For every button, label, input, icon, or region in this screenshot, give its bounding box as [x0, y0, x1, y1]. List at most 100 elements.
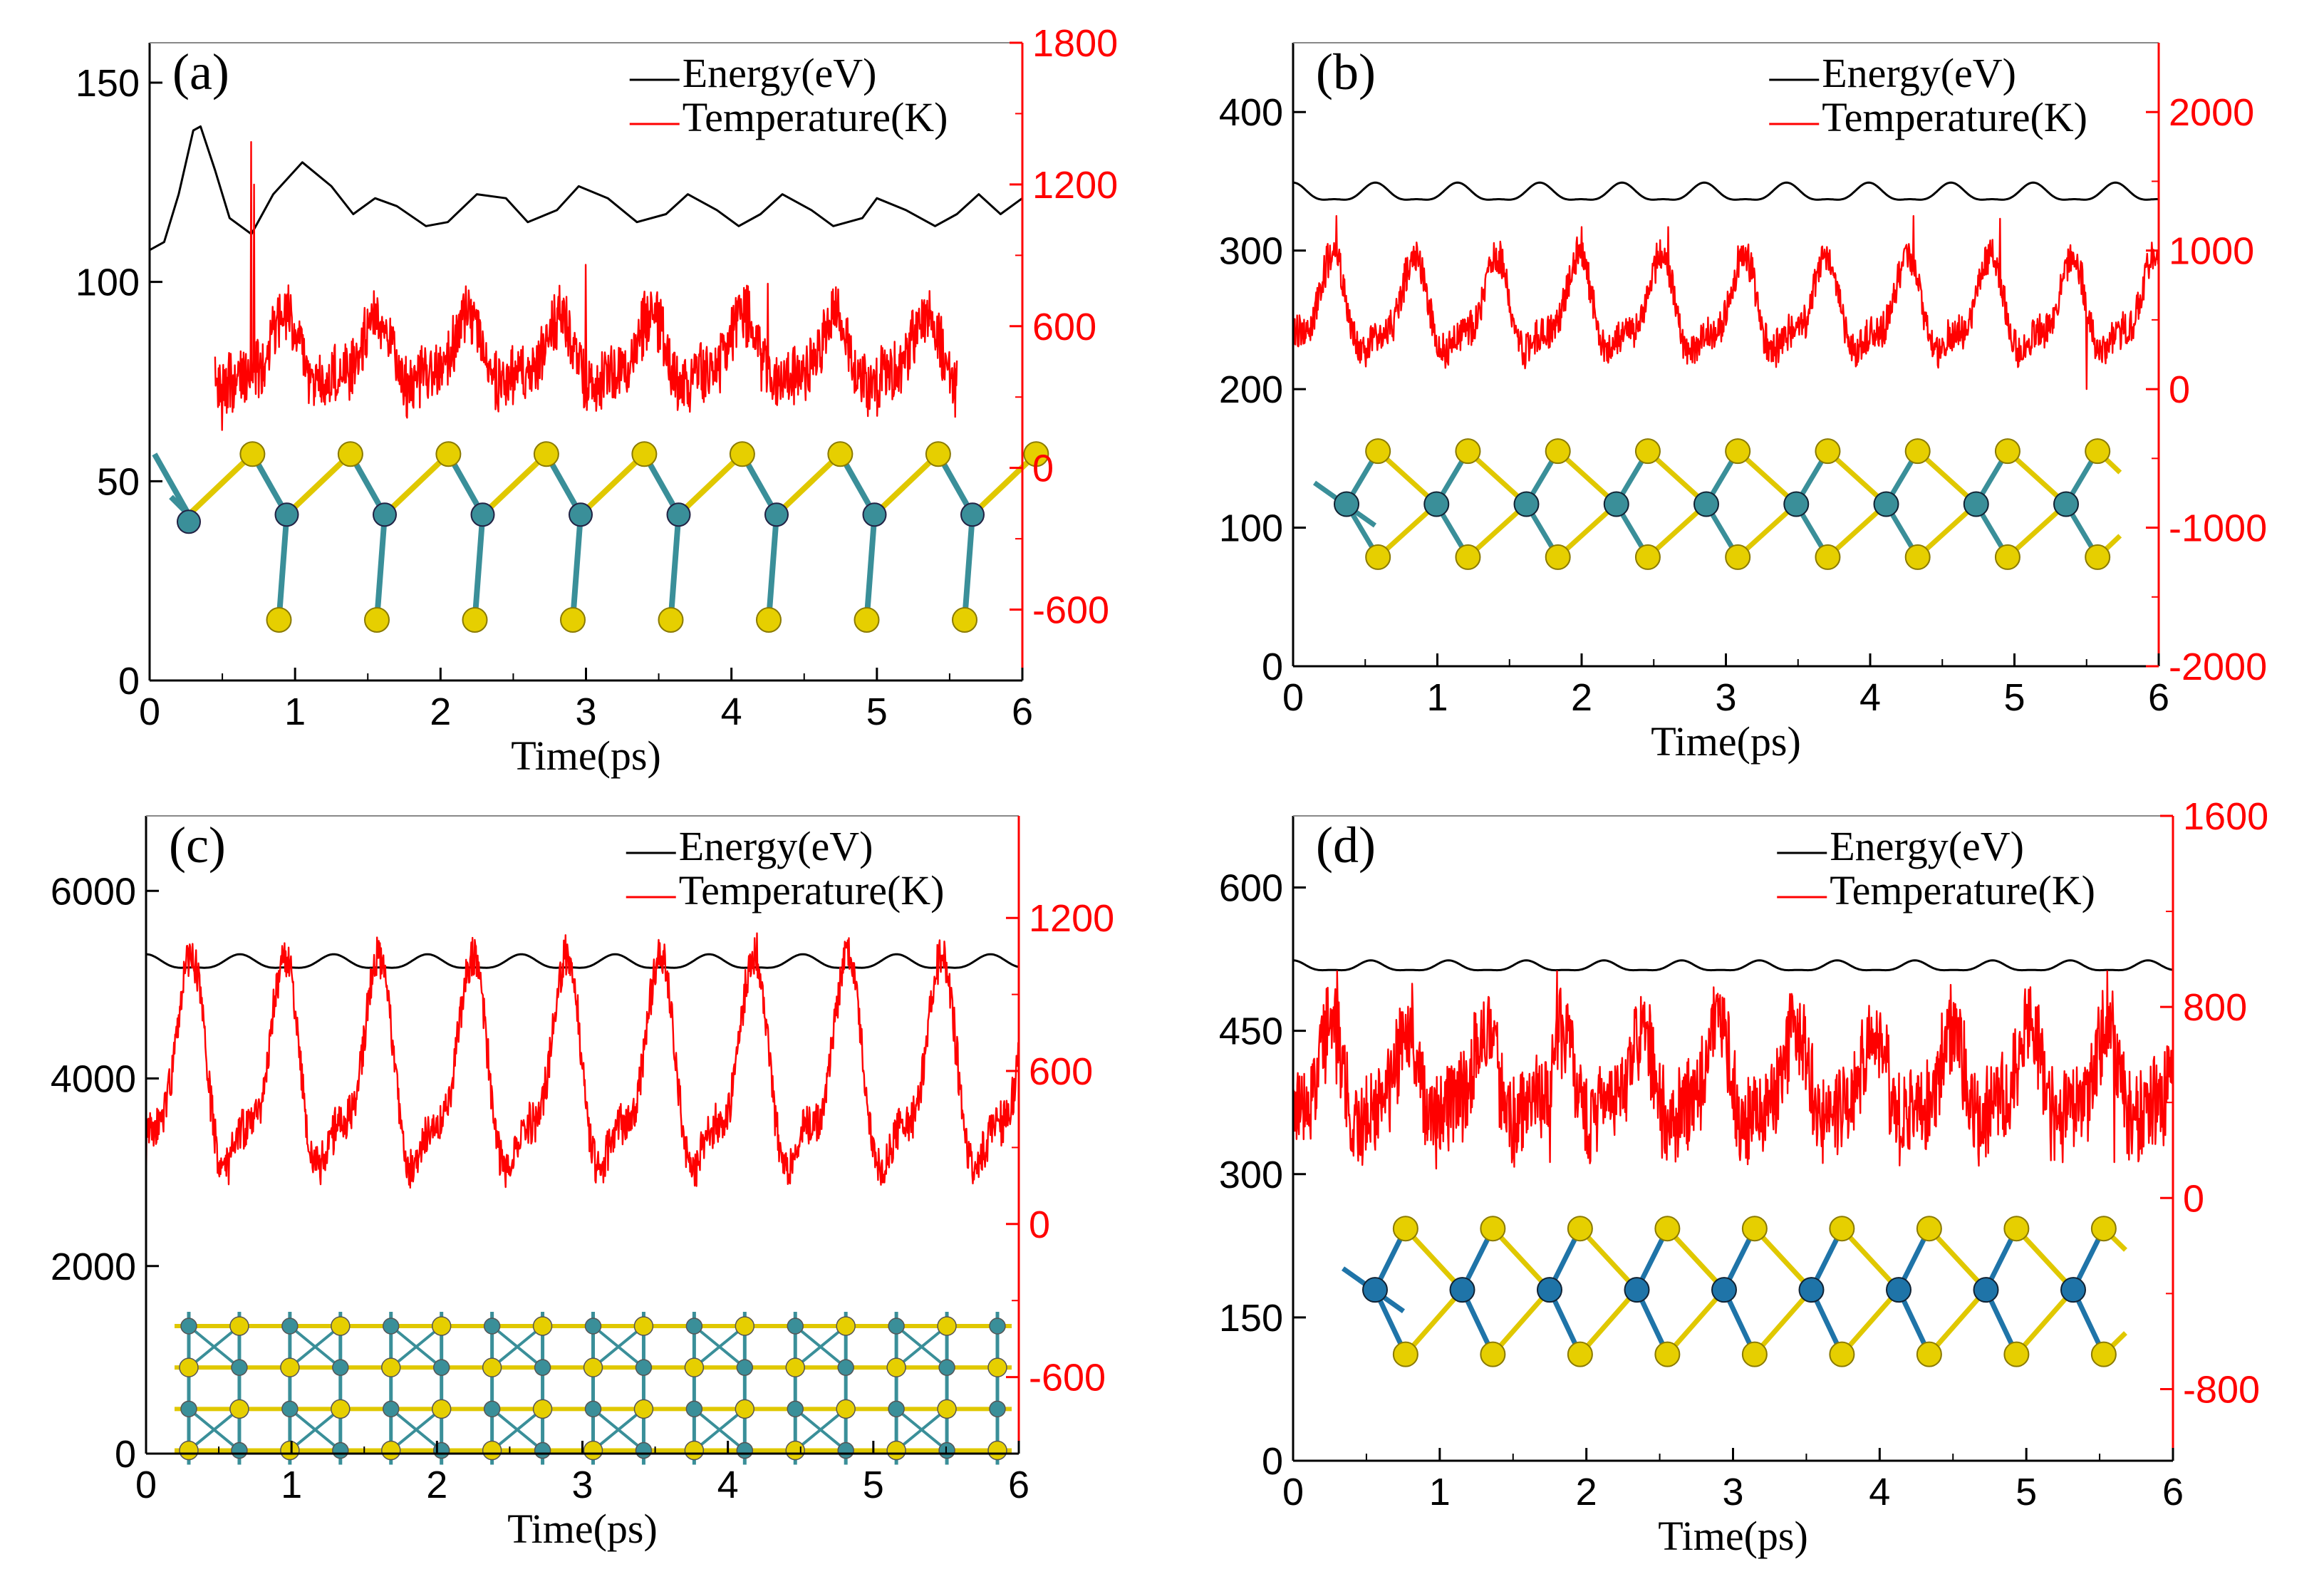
sulfur-atom — [631, 441, 658, 467]
right-y-tick-label: -600 — [1032, 589, 1109, 632]
x-tick-label: 6 — [2148, 676, 2169, 719]
x-tick-label: 5 — [863, 1464, 884, 1506]
metal-atom — [888, 1318, 905, 1335]
x-tick-label: 6 — [1012, 690, 1033, 733]
bond — [693, 1407, 746, 1452]
metal-atom — [1886, 1277, 1911, 1303]
metal-atom — [764, 502, 789, 527]
x-tick-label: 0 — [135, 1464, 157, 1506]
metal-atom — [1798, 1277, 1825, 1303]
sulfur-atom — [756, 606, 782, 633]
bond — [794, 1325, 847, 1369]
sulfur-atom — [1365, 438, 1391, 465]
metal-atom — [281, 1318, 299, 1335]
metal-atom — [383, 1318, 400, 1335]
bond — [1466, 449, 1528, 507]
bond — [895, 1325, 948, 1369]
bond — [491, 1407, 544, 1452]
metal-atom — [534, 1359, 551, 1376]
metal-atom — [383, 1400, 400, 1418]
x-tick-label: 3 — [1715, 676, 1736, 719]
sulfur-atom — [239, 441, 266, 467]
left-y-tick-label: 150 — [1219, 1297, 1283, 1340]
bond — [1466, 502, 1528, 559]
left-y-tick-label: 100 — [1219, 507, 1283, 550]
sulfur-atom — [532, 1399, 553, 1419]
energy-series-line — [145, 953, 1020, 969]
left-y-tick-label: 300 — [1219, 1154, 1283, 1196]
left-y-tick-label: 50 — [97, 460, 140, 503]
left-y-tick-label: 200 — [1219, 368, 1283, 411]
sulfur-atom — [785, 1357, 805, 1377]
metal-atom — [989, 1318, 1006, 1335]
sulfur-atom — [331, 1399, 351, 1419]
sulfur-atom — [937, 1316, 957, 1336]
panel-label: (b) — [1316, 43, 1376, 100]
bond — [794, 1407, 847, 1452]
bond — [383, 452, 451, 517]
metal-atom — [231, 1442, 248, 1459]
sulfur-atom — [1545, 544, 1571, 570]
sulfur-atom — [229, 1399, 249, 1419]
metal-atom — [534, 1442, 551, 1459]
metal-atom — [483, 1400, 501, 1418]
metal-atom — [989, 1400, 1006, 1418]
sulfur-atom — [280, 1357, 300, 1377]
metal-atom — [736, 1442, 754, 1459]
bond — [491, 1325, 544, 1369]
left-y-tick-label: 100 — [76, 262, 140, 304]
metal-atom — [2060, 1277, 2086, 1303]
right-y-tick-label: 600 — [1032, 306, 1096, 348]
sulfur-atom — [2003, 1341, 2030, 1367]
sulfur-atom — [1741, 1341, 1768, 1367]
sulfur-atom — [532, 1316, 553, 1336]
sulfur-atom — [280, 1440, 300, 1461]
sulfur-atom — [658, 606, 684, 633]
x-tick-label: 0 — [139, 690, 160, 733]
x-tick-label: 0 — [1282, 1471, 1304, 1513]
x-tick-label: 3 — [571, 1464, 593, 1506]
bond — [1404, 1288, 1465, 1356]
bond — [1826, 502, 1888, 559]
x-tick-label: 5 — [866, 690, 888, 733]
legend-energy-label: Energy(eV) — [1830, 823, 2024, 869]
legend-energy-label: Energy(eV) — [679, 823, 873, 869]
metal-atom — [432, 1359, 450, 1376]
left-y-tick-label: 0 — [118, 660, 140, 703]
bond — [895, 1407, 948, 1452]
bond — [1646, 502, 1708, 559]
bond — [1490, 1288, 1552, 1356]
bond — [1665, 1288, 1726, 1356]
metal-atom — [1624, 1277, 1650, 1303]
left-y-tick-label: 600 — [1219, 867, 1283, 910]
sulfur-atom — [836, 1399, 856, 1419]
metal-atom — [938, 1359, 955, 1376]
x-tick-label: 2 — [426, 1464, 447, 1506]
metal-atom — [1537, 1277, 1562, 1303]
metal-atom — [483, 1318, 501, 1335]
sulfur-atom — [331, 1316, 351, 1336]
sulfur-atom — [1567, 1216, 1593, 1242]
metal-atom — [2053, 491, 2079, 517]
bond — [284, 452, 353, 517]
x-tick-label: 1 — [281, 1464, 302, 1506]
sulfur-atom — [937, 1399, 957, 1419]
metal-atom — [1693, 491, 1719, 517]
sulfur-atom — [1455, 438, 1481, 465]
panel-c: 0 1 2 3 4 5 6 0 2000 4000 6000 -600 0 600 1200 Time(ps)… — [51, 815, 1114, 1552]
sulfur-atom — [1725, 544, 1751, 570]
right-y-tick-label: -600 — [1029, 1357, 1106, 1399]
structure-inset — [1341, 1216, 2127, 1367]
sulfur-atom — [1904, 438, 1931, 465]
sulfur-atom — [987, 1440, 1007, 1461]
sulfur-atom — [266, 606, 292, 633]
metal-atom — [584, 1318, 602, 1335]
x-tick-label: 5 — [2016, 1471, 2037, 1513]
bond — [1646, 449, 1708, 507]
sulfur-atom — [925, 441, 951, 467]
sulfur-atom — [435, 441, 462, 467]
bond — [1376, 502, 1438, 559]
bond — [872, 452, 940, 517]
metal-atom — [666, 502, 691, 527]
structure-inset — [175, 1312, 1012, 1465]
